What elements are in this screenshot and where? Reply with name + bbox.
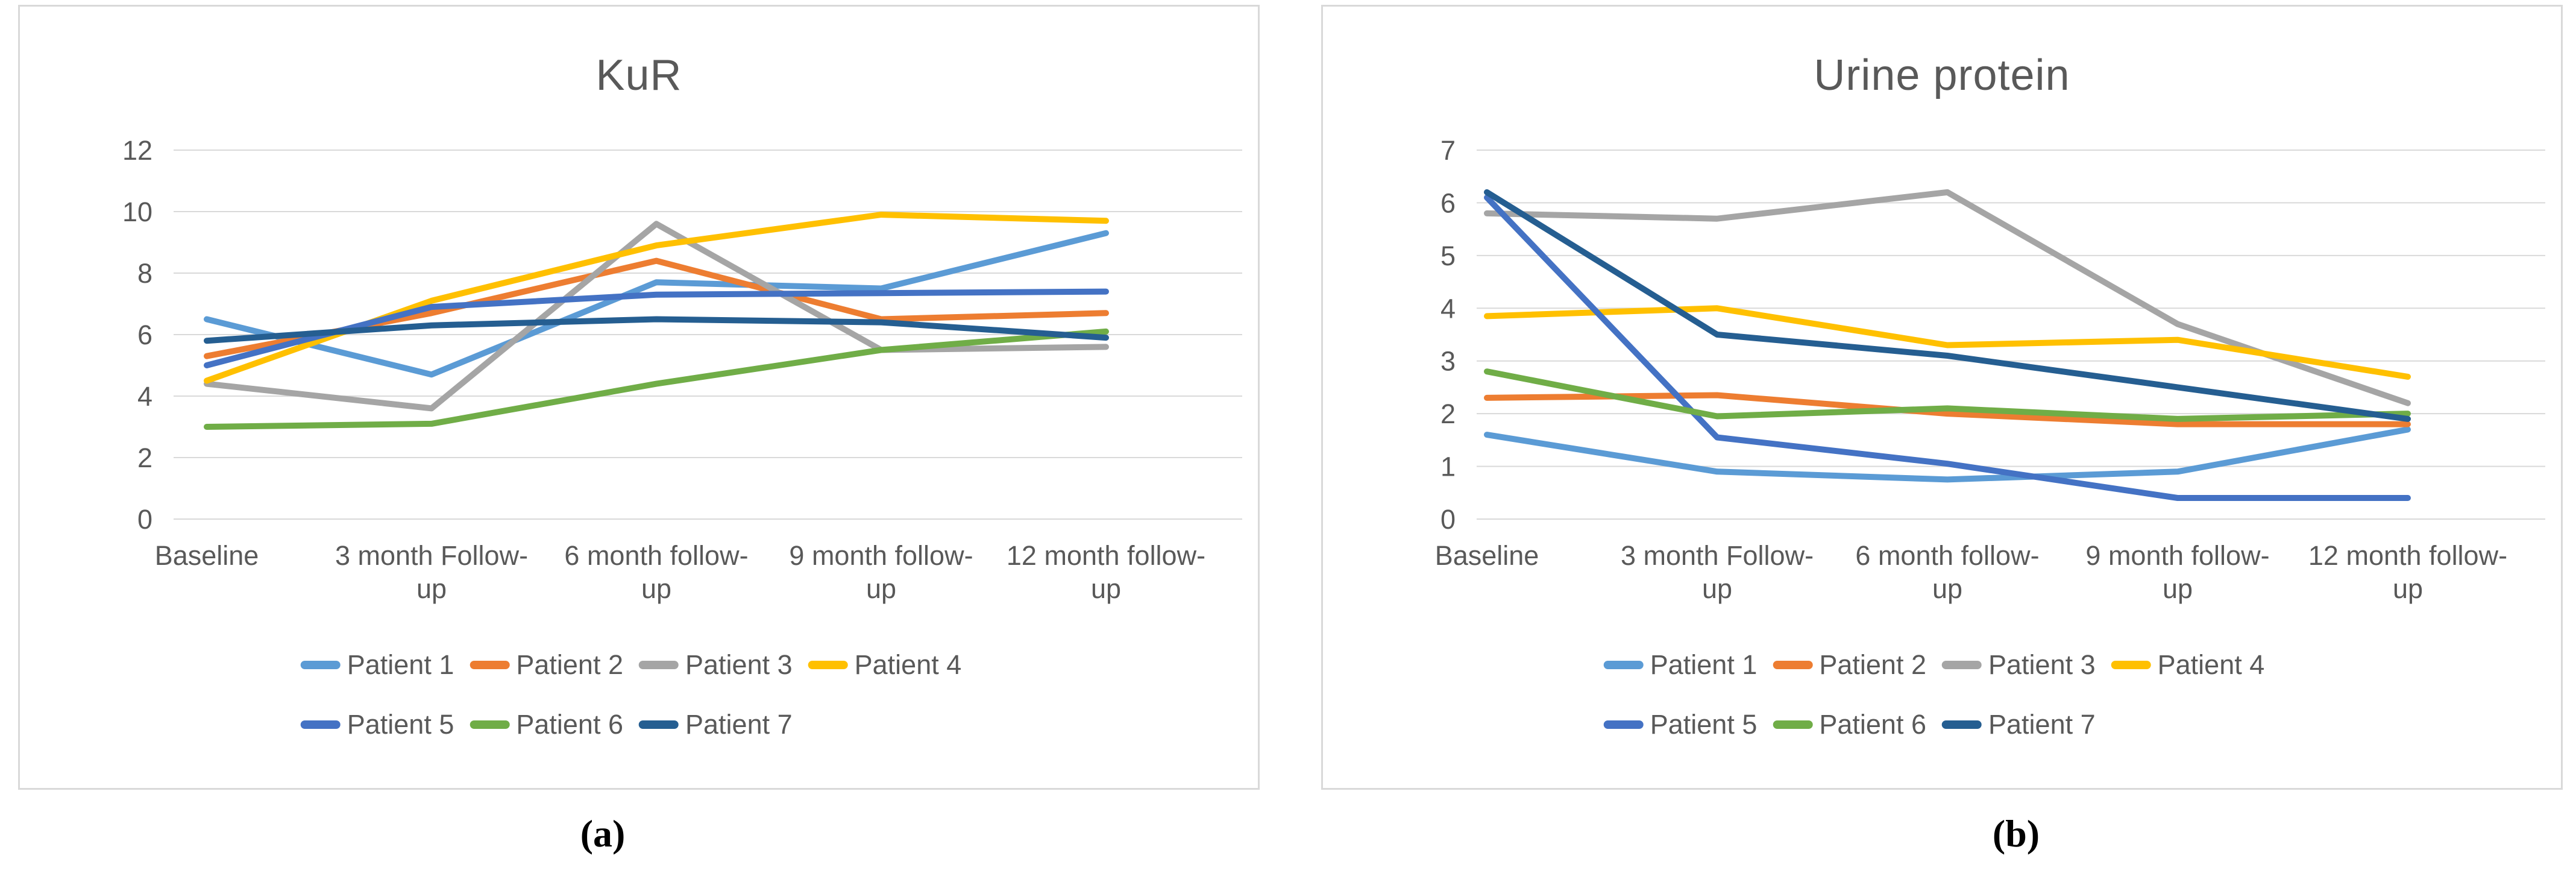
legend-marker-icon <box>1773 661 1813 669</box>
legend-item-patient-2: Patient 2 <box>1773 649 1926 681</box>
legend-item-patient-1: Patient 1 <box>1603 649 1758 681</box>
y-axis-tick-label: 1 <box>1440 452 1456 482</box>
y-axis-tick-label: 6 <box>1440 187 1456 218</box>
legend-item-patient-6: Patient 6 <box>470 709 623 740</box>
y-axis-tick-label: 12 <box>122 135 152 166</box>
y-axis-tick-label: 3 <box>1440 346 1456 377</box>
y-axis-tick-label: 4 <box>1440 293 1456 324</box>
y-axis-tick-label: 2 <box>137 443 152 473</box>
legend-marker-icon <box>1942 661 1982 669</box>
series-line-patient-1 <box>1484 426 2411 483</box>
legend-label: Patient 7 <box>685 709 793 740</box>
legend-label: Patient 3 <box>1988 649 2096 680</box>
y-axis-tick-label: 0 <box>137 504 152 535</box>
y-axis-tick-label: 7 <box>1440 135 1456 166</box>
series-line-patient-1 <box>204 230 1109 378</box>
x-axis-label: 3 month Follow-up <box>335 540 529 604</box>
legend-marker-icon <box>300 720 341 729</box>
y-axis-tick-label: 10 <box>122 197 152 227</box>
legend-item-patient-3: Patient 3 <box>1942 649 2096 681</box>
x-axis-label: Baseline <box>1434 540 1539 571</box>
legend-marker-icon <box>808 661 848 669</box>
plot-area: 0 2 4 6 8 10 12 <box>122 135 1242 535</box>
legend-marker-icon <box>1942 720 1982 729</box>
legend-item-patient-1: Patient 1 <box>300 649 454 681</box>
series-line-patient-3 <box>204 221 1109 412</box>
legend-item-patient-7: Patient 7 <box>1942 709 2096 740</box>
legend-marker-icon <box>639 720 679 729</box>
legend-label: Patient 1 <box>347 649 454 680</box>
legend-label: Patient 2 <box>516 649 623 680</box>
series-line-patient-3 <box>1484 189 2411 406</box>
legend-item-patient-5: Patient 5 <box>1603 709 1758 740</box>
legend-row: Patient 1 Patient 2 Patient 3 Patient 4 <box>1603 649 2281 681</box>
series-line-patient-5 <box>204 288 1109 368</box>
y-axis-tick-label: 4 <box>137 381 152 412</box>
series-line-patient-4 <box>1484 305 2411 380</box>
legend-marker-icon <box>2111 661 2151 669</box>
series-line-patient-7 <box>1484 189 2411 422</box>
legend-label: Patient 4 <box>854 649 962 680</box>
chart-panel-kur: KuR 0 2 4 6 8 10 12 Baseline 3 month Follow-up 6 m… <box>18 5 1260 790</box>
legend-item-patient-7: Patient 7 <box>639 709 793 740</box>
legend-marker-icon <box>470 720 510 729</box>
legend: Patient 1 Patient 2 Patient 3 Patient 4 Pati… <box>300 649 978 740</box>
legend-marker-icon <box>300 661 341 669</box>
legend-marker-icon <box>639 661 679 669</box>
legend-label: Patient 1 <box>1650 649 1758 680</box>
x-axis-label: 9 month follow-up <box>2085 540 2270 604</box>
series-line-patient-6 <box>1484 368 2411 422</box>
y-axis-tick-label: 5 <box>1440 241 1456 271</box>
y-axis-tick-label: 0 <box>1440 504 1456 535</box>
x-axis-label: Baseline <box>154 540 259 571</box>
plot-area: 0 1 2 3 4 5 6 7 <box>1440 135 2545 535</box>
chart-title: Urine protein <box>1814 51 2070 99</box>
caption-a: (a) <box>580 812 626 855</box>
series-line-patient-6 <box>204 328 1109 430</box>
legend-label: Patient 6 <box>1819 709 1926 740</box>
legend-row: Patient 5 Patient 6 Patient 7 <box>300 709 808 740</box>
x-axis-label: 6 month follow-up <box>564 540 749 604</box>
legend-item-patient-4: Patient 4 <box>808 649 962 681</box>
legend-marker-icon <box>470 661 510 669</box>
chart-panel-urine-protein: Urine protein 0 1 2 3 4 5 6 7 Baseline 3 month Fol… <box>1321 5 2563 790</box>
legend-item-patient-4: Patient 4 <box>2111 649 2265 681</box>
legend-marker-icon <box>1603 661 1644 669</box>
series-line-patient-4 <box>204 212 1109 384</box>
legend-row: Patient 5 Patient 6 Patient 7 <box>1603 709 2111 740</box>
y-axis-tick-label: 8 <box>137 258 152 289</box>
legend-item-patient-5: Patient 5 <box>300 709 454 740</box>
legend-row: Patient 1 Patient 2 Patient 3 Patient 4 <box>300 649 978 681</box>
caption-b: (b) <box>1992 812 2040 855</box>
legend-label: Patient 5 <box>347 709 454 740</box>
x-axis-label: 3 month Follow-up <box>1620 540 1814 604</box>
legend-item-patient-6: Patient 6 <box>1773 709 1926 740</box>
legend-item-patient-2: Patient 2 <box>470 649 623 681</box>
chart-title: KuR <box>595 51 682 99</box>
legend-item-patient-3: Patient 3 <box>639 649 793 681</box>
series-line-patient-2 <box>1484 392 2411 427</box>
legend: Patient 1 Patient 2 Patient 3 Patient 4 Pati… <box>1603 649 2281 740</box>
x-axis-label: 9 month follow-up <box>789 540 973 604</box>
legend-marker-icon <box>1773 720 1813 729</box>
x-axis-label: 6 month follow-up <box>1855 540 2040 604</box>
legend-label: Patient 6 <box>516 709 623 740</box>
legend-label: Patient 3 <box>685 649 793 680</box>
series-line-patient-5 <box>1484 194 2411 501</box>
legend-label: Patient 4 <box>2157 649 2265 680</box>
legend-label: Patient 5 <box>1650 709 1758 740</box>
series-line-patient-7 <box>204 316 1109 344</box>
legend-label: Patient 7 <box>1988 709 2096 740</box>
y-axis-tick-label: 6 <box>137 320 152 350</box>
y-axis-tick-label: 2 <box>1440 398 1456 429</box>
x-axis-label: 12 month follow-up <box>1006 540 1206 604</box>
legend-marker-icon <box>1603 720 1644 729</box>
legend-label: Patient 2 <box>1819 649 1926 680</box>
x-axis-label: 12 month follow-up <box>2308 540 2508 604</box>
